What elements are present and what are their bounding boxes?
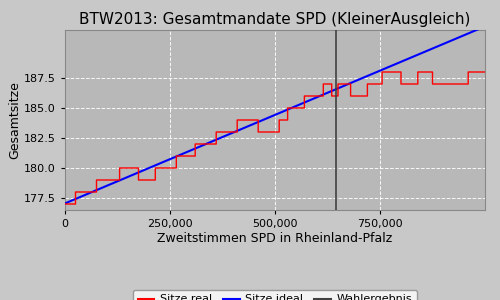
- Sitze real: [379, 82, 385, 86]
- Sitze real: [192, 142, 198, 146]
- Sitze real: [136, 178, 141, 182]
- Sitze real: [284, 106, 290, 110]
- Sitze real: [302, 94, 308, 98]
- Sitze real: [276, 118, 282, 122]
- Sitze real: [94, 178, 100, 182]
- Sitze real: [348, 82, 354, 86]
- Sitze real: [234, 130, 240, 134]
- Title: BTW2013: Gesamtmandate SPD (KleinerAusgleich): BTW2013: Gesamtmandate SPD (KleinerAusgl…: [80, 12, 470, 27]
- Sitze real: [364, 94, 370, 98]
- Sitze real: [192, 154, 198, 158]
- Y-axis label: Gesamtsitze: Gesamtsitze: [8, 81, 22, 159]
- Sitze real: [72, 202, 78, 206]
- Sitze real: [335, 82, 341, 86]
- Sitze real: [348, 94, 354, 98]
- Sitze real: [398, 82, 404, 86]
- Sitze real: [328, 82, 334, 86]
- Sitze real: [398, 70, 404, 74]
- Sitze real: [234, 118, 240, 122]
- Sitze real: [255, 118, 261, 122]
- Sitze real: [116, 166, 122, 170]
- Sitze real: [465, 82, 471, 86]
- Sitze real: [320, 82, 326, 86]
- Sitze real: [152, 166, 158, 170]
- Sitze real: [465, 70, 471, 74]
- Sitze real: [213, 130, 219, 134]
- Sitze real: [62, 202, 68, 206]
- Sitze real: [415, 70, 421, 74]
- Sitze real: [320, 94, 326, 98]
- Sitze real: [94, 190, 100, 194]
- Sitze real: [415, 82, 421, 86]
- Sitze real: [136, 166, 141, 170]
- Sitze real: [174, 166, 180, 170]
- Sitze real: [430, 82, 436, 86]
- Sitze real: [482, 70, 488, 74]
- Sitze real: [430, 70, 436, 74]
- Sitze real: [276, 130, 282, 134]
- Sitze real: [116, 178, 122, 182]
- Sitze real: [174, 154, 180, 158]
- Line: Sitze real: Sitze real: [65, 72, 485, 204]
- Sitze real: [152, 178, 158, 182]
- Sitze real: [379, 70, 385, 74]
- Sitze real: [302, 106, 308, 110]
- Sitze real: [72, 190, 78, 194]
- Legend: Sitze real, Sitze ideal, Wahlergebnis: Sitze real, Sitze ideal, Wahlergebnis: [133, 290, 417, 300]
- Sitze real: [255, 130, 261, 134]
- Sitze real: [328, 94, 334, 98]
- Sitze real: [284, 118, 290, 122]
- X-axis label: Zweitstimmen SPD in Rheinland-Pfalz: Zweitstimmen SPD in Rheinland-Pfalz: [158, 232, 392, 245]
- Sitze real: [213, 142, 219, 146]
- Sitze real: [364, 82, 370, 86]
- Sitze real: [335, 94, 341, 98]
